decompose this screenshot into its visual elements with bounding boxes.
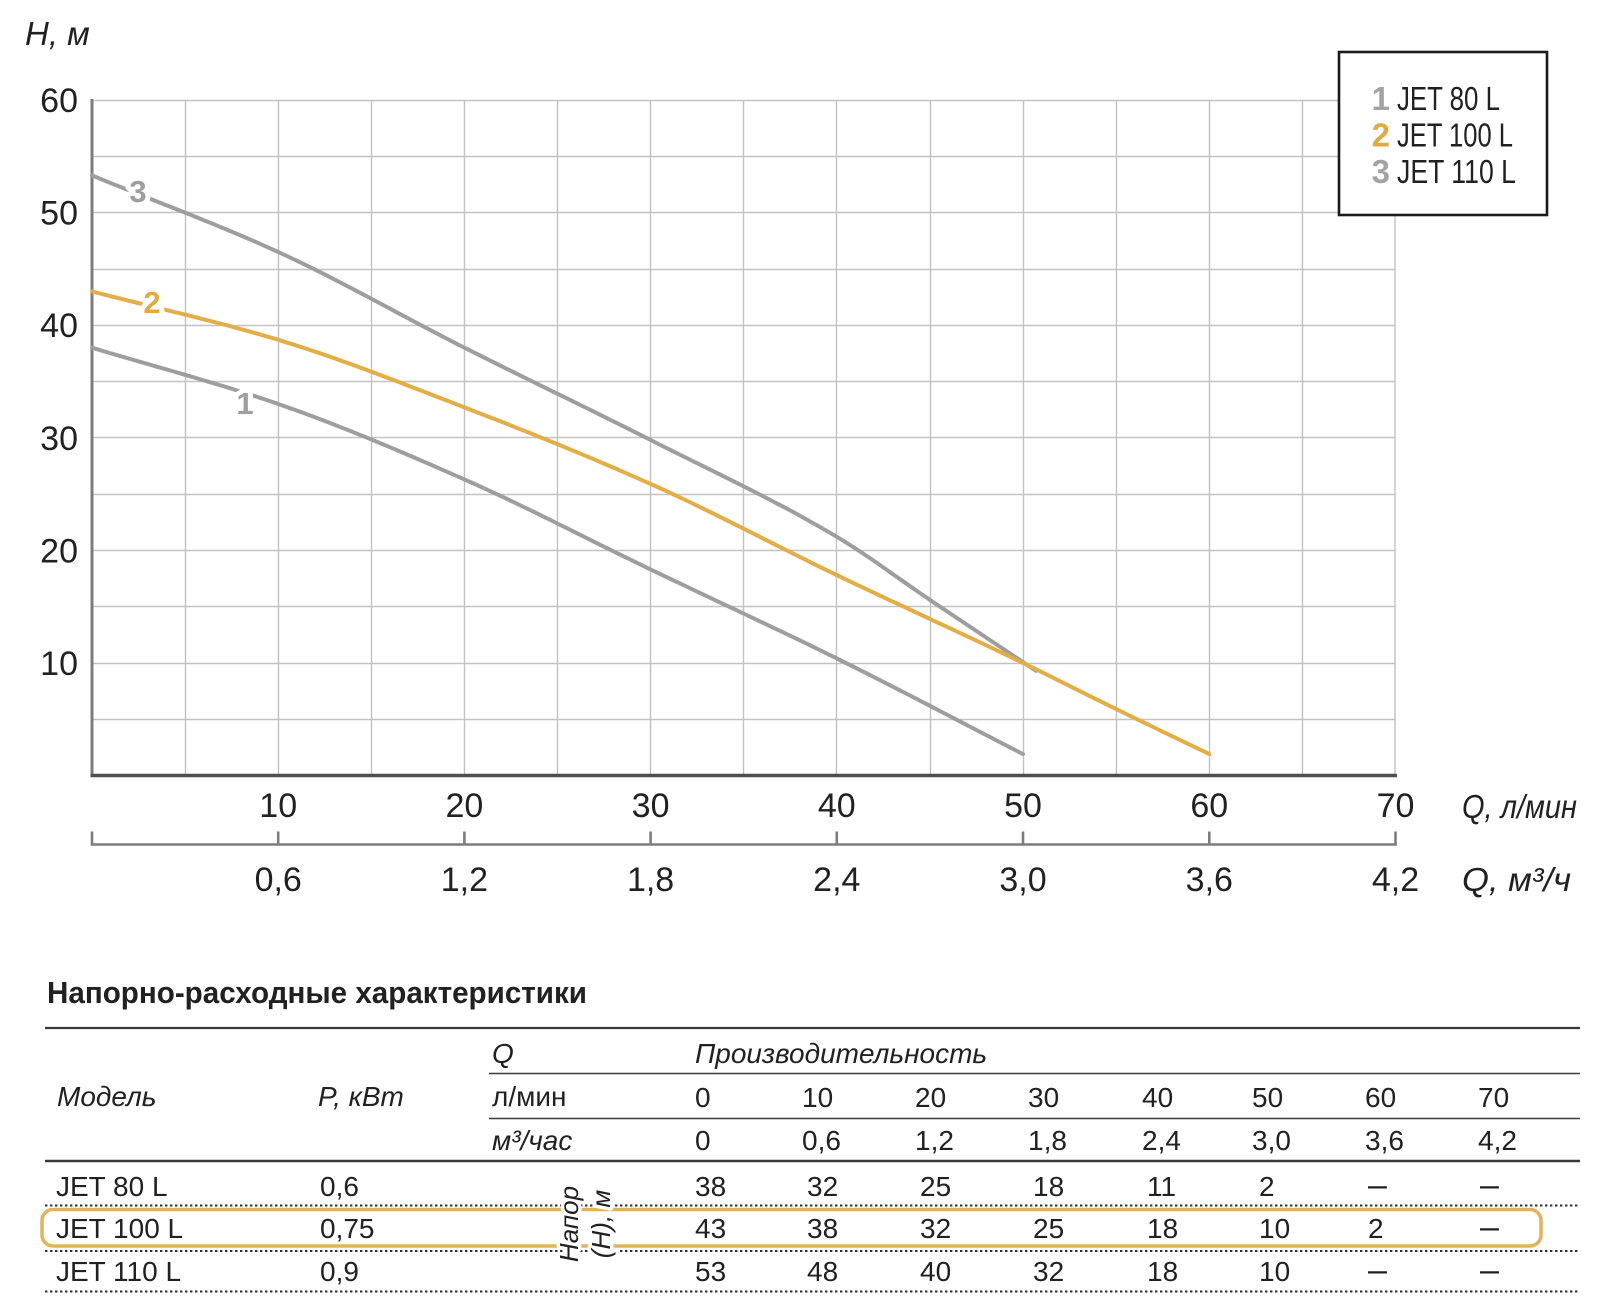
svg-text:32: 32 <box>1033 1256 1064 1287</box>
svg-text:2,4: 2,4 <box>1142 1125 1181 1156</box>
svg-text:P, кВт: P, кВт <box>318 1081 404 1112</box>
svg-text:0: 0 <box>695 1082 711 1113</box>
svg-text:40: 40 <box>920 1256 951 1287</box>
svg-text:60: 60 <box>40 82 78 120</box>
svg-text:50: 50 <box>1004 787 1042 825</box>
svg-text:10: 10 <box>40 645 78 683</box>
svg-text:3,6: 3,6 <box>1365 1125 1404 1156</box>
svg-text:20: 20 <box>915 1082 946 1113</box>
svg-text:70: 70 <box>1478 1082 1509 1113</box>
svg-text:40: 40 <box>818 787 856 825</box>
svg-text:10: 10 <box>1259 1213 1290 1244</box>
svg-text:25: 25 <box>920 1171 951 1202</box>
svg-text:Модель: Модель <box>57 1081 157 1112</box>
svg-text:–: – <box>1480 1208 1499 1246</box>
svg-text:Напор(H), м: Напор(H), м <box>554 1186 616 1262</box>
svg-text:1: 1 <box>1372 80 1390 117</box>
svg-text:4,2: 4,2 <box>1372 861 1419 899</box>
svg-text:0: 0 <box>695 1125 711 1156</box>
svg-text:1,8: 1,8 <box>627 861 674 899</box>
svg-text:Q: Q <box>492 1038 514 1069</box>
svg-text:50: 50 <box>1252 1082 1283 1113</box>
svg-text:Производительность: Производительность <box>695 1038 987 1069</box>
svg-text:60: 60 <box>1365 1082 1396 1113</box>
svg-text:3: 3 <box>1372 153 1390 190</box>
svg-text:10: 10 <box>802 1082 833 1113</box>
svg-text:4,2: 4,2 <box>1478 1125 1517 1156</box>
svg-text:38: 38 <box>695 1171 726 1202</box>
svg-text:3,0: 3,0 <box>999 861 1046 899</box>
svg-text:0,6: 0,6 <box>255 861 302 899</box>
svg-text:1: 1 <box>236 386 253 421</box>
svg-text:2: 2 <box>1368 1213 1384 1244</box>
svg-text:18: 18 <box>1147 1256 1178 1287</box>
svg-text:32: 32 <box>807 1171 838 1202</box>
svg-text:20: 20 <box>445 787 483 825</box>
svg-text:JET 110 L: JET 110 L <box>1397 153 1516 190</box>
svg-text:30: 30 <box>632 787 670 825</box>
svg-text:53: 53 <box>695 1256 726 1287</box>
svg-text:30: 30 <box>40 420 78 458</box>
svg-text:50: 50 <box>40 195 78 233</box>
svg-text:20: 20 <box>40 532 78 570</box>
svg-text:Напорно-расходные характеристи: Напорно-расходные характеристики <box>47 975 587 1010</box>
svg-text:JET 80 L: JET 80 L <box>1397 80 1500 117</box>
svg-text:H, м: H, м <box>25 15 90 52</box>
svg-text:л/мин: л/мин <box>492 1081 566 1112</box>
svg-text:0,9: 0,9 <box>320 1256 359 1287</box>
svg-text:18: 18 <box>1147 1213 1178 1244</box>
svg-text:43: 43 <box>695 1213 726 1244</box>
svg-text:11: 11 <box>1147 1171 1176 1202</box>
svg-text:–: – <box>1480 1251 1499 1289</box>
svg-text:38: 38 <box>807 1213 838 1244</box>
svg-text:JET 100 L: JET 100 L <box>1397 117 1513 154</box>
svg-text:0,75: 0,75 <box>320 1213 375 1244</box>
svg-text:1,2: 1,2 <box>915 1125 954 1156</box>
svg-text:70: 70 <box>1377 787 1415 825</box>
svg-text:2: 2 <box>1372 117 1390 154</box>
svg-text:м³/час: м³/час <box>492 1125 572 1156</box>
svg-text:1,2: 1,2 <box>441 861 488 899</box>
svg-text:25: 25 <box>1033 1213 1064 1244</box>
svg-text:–: – <box>1368 1166 1387 1204</box>
svg-text:10: 10 <box>1259 1256 1290 1287</box>
svg-text:40: 40 <box>1142 1082 1173 1113</box>
svg-text:60: 60 <box>1190 787 1228 825</box>
svg-text:0,6: 0,6 <box>320 1171 359 1202</box>
svg-text:10: 10 <box>259 787 297 825</box>
svg-text:JET 80 L: JET 80 L <box>56 1171 168 1202</box>
svg-text:3,0: 3,0 <box>1252 1125 1291 1156</box>
svg-text:1,8: 1,8 <box>1028 1125 1067 1156</box>
svg-text:3: 3 <box>129 174 146 209</box>
svg-text:–: – <box>1368 1251 1387 1289</box>
svg-text:2: 2 <box>1259 1171 1275 1202</box>
svg-text:JET 110 L: JET 110 L <box>56 1256 181 1287</box>
svg-text:JET 100 L: JET 100 L <box>56 1213 183 1244</box>
svg-text:30: 30 <box>1028 1082 1059 1113</box>
svg-text:18: 18 <box>1033 1171 1064 1202</box>
svg-text:Q, л/мин: Q, л/мин <box>1462 788 1577 825</box>
svg-text:40: 40 <box>40 307 78 345</box>
svg-text:2: 2 <box>143 285 160 320</box>
svg-text:48: 48 <box>807 1256 838 1287</box>
svg-text:0,6: 0,6 <box>802 1125 841 1156</box>
svg-text:Q, м³/ч: Q, м³/ч <box>1462 861 1571 898</box>
svg-text:32: 32 <box>920 1213 951 1244</box>
svg-text:2,4: 2,4 <box>813 861 860 899</box>
svg-text:–: – <box>1480 1166 1499 1204</box>
svg-text:3,6: 3,6 <box>1186 861 1233 899</box>
